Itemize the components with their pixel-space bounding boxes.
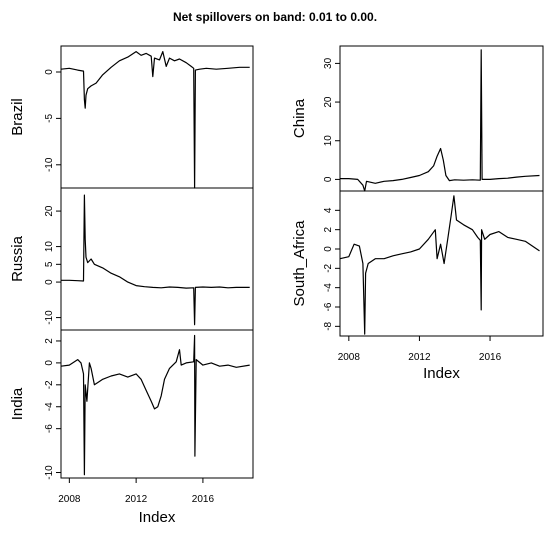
y-tick-label: 20	[323, 96, 334, 108]
y-tick-label: 10	[44, 241, 55, 253]
y-tick-label: -2	[323, 263, 334, 272]
plot-frame	[60, 45, 254, 189]
x-tick-label: 2008	[58, 494, 81, 505]
y-axis-label: South_Africa	[291, 220, 308, 307]
x-axis-label: Index	[139, 509, 176, 526]
y-tick-label: 2	[44, 338, 55, 344]
series-line	[61, 194, 250, 326]
y-tick-label: -2	[44, 380, 55, 389]
y-tick-label: 0	[44, 69, 55, 75]
y-tick-label: -4	[44, 402, 55, 411]
y-axis-label: India	[9, 387, 26, 420]
y-tick-label: -4	[323, 283, 334, 292]
y-tick-label: 0	[44, 279, 55, 285]
y-tick-label: 30	[323, 57, 334, 69]
plot-frame	[339, 45, 544, 192]
y-tick-label: -10	[44, 465, 55, 480]
y-tick-label: -10	[44, 157, 55, 172]
panels: 0-5-10Brazil201050-10Russia20-2-4-6-1020…	[9, 45, 544, 526]
panel-russia: 20 10 5 0 -10 Russia	[9, 187, 254, 331]
y-tick-label: 0	[323, 176, 334, 182]
series-line	[340, 49, 540, 192]
plot-frame	[339, 190, 544, 337]
y-tick-label: -6	[323, 302, 334, 311]
y-tick-label: 2	[323, 226, 334, 232]
y-tick-label: 10	[323, 135, 334, 147]
x-tick-label: 2012	[408, 352, 431, 363]
series-line	[60, 51, 250, 189]
chart-title: Net spillovers on band: 0.01 to 0.00.	[173, 10, 377, 24]
x-tick-label: 2016	[479, 352, 502, 363]
y-tick-label: -10	[44, 310, 55, 325]
panel-india: 2 0 -2 -4 -6 -10 2008 2012 2016 India Index	[9, 329, 254, 526]
panel-china: 30 20 10 0 China	[291, 45, 544, 192]
y-tick-label: 4	[323, 207, 334, 213]
plot-frame	[60, 329, 254, 479]
series-line	[60, 334, 250, 476]
y-tick-label: 0	[44, 360, 55, 366]
x-tick-label: 2016	[192, 494, 215, 505]
y-axis-label: Brazil	[9, 98, 26, 136]
x-tick-label: 2008	[338, 352, 361, 363]
plot-frame	[60, 187, 254, 331]
panel-brazil: 0 -5 -10 Brazil	[9, 45, 254, 189]
y-tick-label: 0	[323, 246, 334, 252]
x-tick-label: 2012	[125, 494, 148, 505]
panel-south-africa: 4 2 0 -2 -4 -6 -8 2008 2012 2016 South_Africa Index	[291, 190, 544, 382]
y-tick-label: -8	[323, 321, 334, 330]
y-tick-label: 20	[44, 205, 55, 217]
y-axis-label: China	[291, 98, 308, 138]
y-tick-label: 5	[44, 261, 55, 267]
y-tick-label: -6	[44, 424, 55, 433]
y-tick-label: -5	[44, 114, 55, 123]
series-line	[339, 195, 540, 335]
y-axis-label: Russia	[9, 235, 26, 282]
x-axis-label: Index	[423, 365, 460, 382]
